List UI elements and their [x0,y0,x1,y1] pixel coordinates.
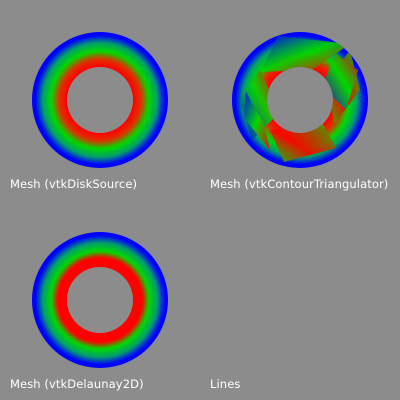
disk-source-mesh [31,32,168,168]
viewport-caption: Lines [210,377,241,391]
viewport-caption: Mesh (vtkDiskSource) [10,177,138,191]
viewport-caption: Mesh (vtkDelaunay2D) [10,377,144,391]
viewport-delaunay2d[interactable]: Mesh (vtkDelaunay2D) [0,200,200,400]
viewport-contour-triangulator[interactable]: Mesh (vtkContourTriangulator) [200,0,400,200]
contour-triangulator-mesh [231,32,368,168]
viewport-lines[interactable]: Lines [200,200,400,400]
viewport-caption: Mesh (vtkContourTriangulator) [210,177,389,191]
viewport-disk-source[interactable]: Mesh (vtkDiskSource) [0,0,200,200]
delaunay2d-mesh [31,232,168,368]
